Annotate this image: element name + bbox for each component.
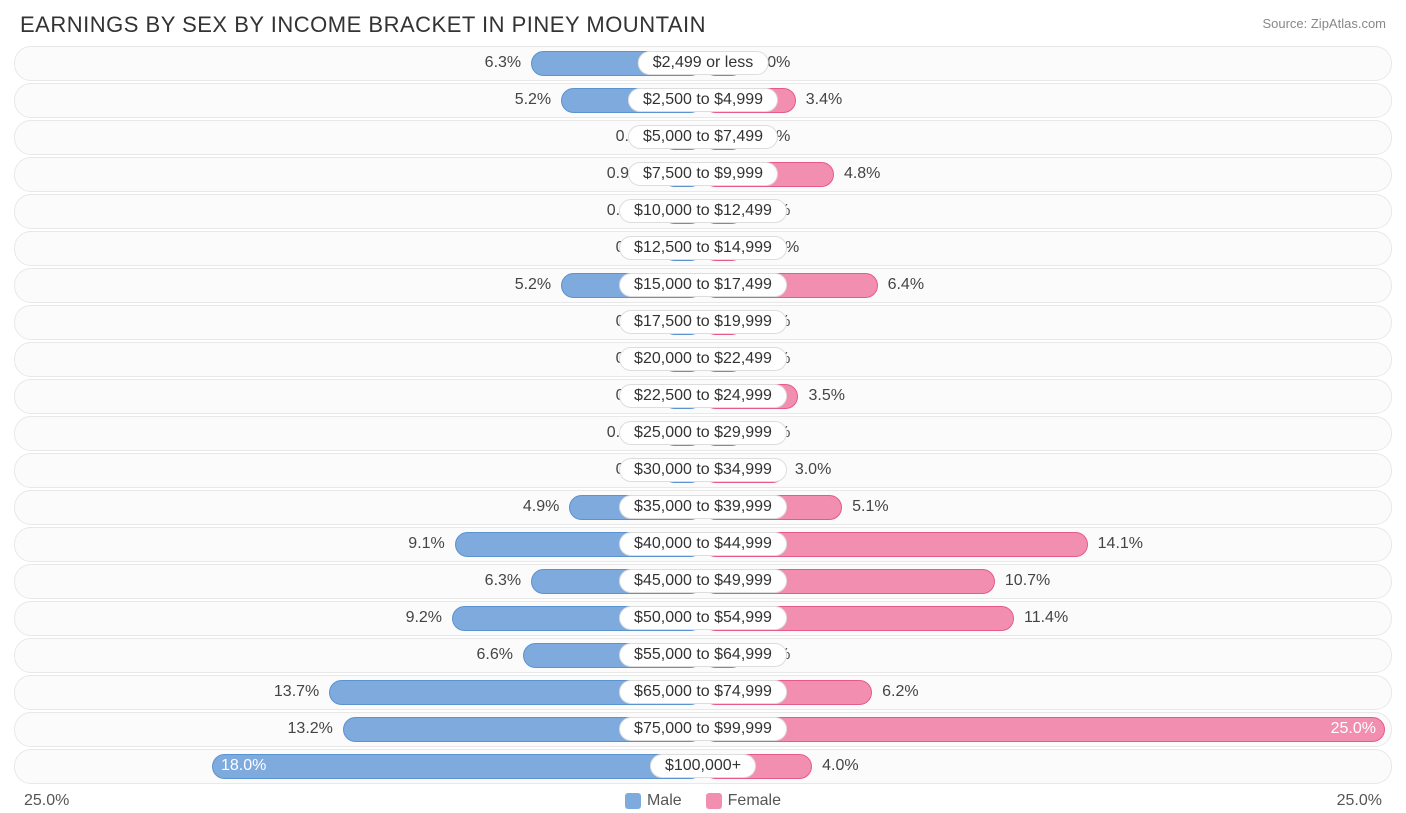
chart-row: 13.2% 25.0% $75,000 to $99,999 <box>14 712 1392 747</box>
bracket-label: $7,500 to $9,999 <box>628 162 778 186</box>
male-bar: 18.0% <box>212 754 703 779</box>
female-pct-label: 10.7% <box>1005 572 1050 590</box>
legend-female: Female <box>706 792 781 810</box>
chart-source: Source: ZipAtlas.com <box>1262 12 1386 31</box>
chart-row: 0.0%3.5%$22,500 to $24,999 <box>14 379 1392 414</box>
bracket-label: $30,000 to $34,999 <box>619 458 787 482</box>
bracket-label: $20,000 to $22,499 <box>619 347 787 371</box>
bracket-label: $2,499 or less <box>638 51 769 75</box>
chart-title: EARNINGS BY SEX BY INCOME BRACKET IN PIN… <box>20 12 706 38</box>
male-pct-label: 13.2% <box>288 720 333 738</box>
female-pct-label: 6.2% <box>882 683 918 701</box>
bracket-label: $100,000+ <box>650 754 756 778</box>
bracket-label: $50,000 to $54,999 <box>619 606 787 630</box>
bracket-label: $35,000 to $39,999 <box>619 495 787 519</box>
bracket-label: $5,000 to $7,499 <box>628 125 778 149</box>
bracket-label: $45,000 to $49,999 <box>619 569 787 593</box>
chart-row: 0.0%0.0%$5,000 to $7,499 <box>14 120 1392 155</box>
male-pct-label: 6.6% <box>476 646 512 664</box>
female-pct-label: 3.5% <box>808 387 844 405</box>
female-pct-label: 14.1% <box>1098 535 1143 553</box>
female-pct-label: 25.0% <box>1331 720 1376 738</box>
bracket-label: $17,500 to $19,999 <box>619 310 787 334</box>
bracket-label: $12,500 to $14,999 <box>619 236 787 260</box>
chart-row: 0.0%0.0%$20,000 to $22,499 <box>14 342 1392 377</box>
female-pct-label: 11.4% <box>1024 609 1068 627</box>
female-pct-label: 5.1% <box>852 498 888 516</box>
bracket-label: $10,000 to $12,499 <box>619 199 787 223</box>
chart-row: 5.2% 3.4% $2,500 to $4,999 <box>14 83 1392 118</box>
chart-row: 4.9% 5.1% $35,000 to $39,999 <box>14 490 1392 525</box>
bracket-label: $15,000 to $17,499 <box>619 273 787 297</box>
female-pct-label: 6.4% <box>888 276 924 294</box>
bracket-label: $75,000 to $99,999 <box>619 717 787 741</box>
legend-female-label: Female <box>728 792 781 810</box>
female-pct-label: 4.8% <box>844 165 880 183</box>
chart-row: 0.0%0.0%$17,500 to $19,999 <box>14 305 1392 340</box>
chart-row: 0.0%3.0%$30,000 to $34,999 <box>14 453 1392 488</box>
chart-row: 0.92%4.8%$7,500 to $9,999 <box>14 157 1392 192</box>
legend-female-swatch <box>706 793 722 809</box>
axis-left-max: 25.0% <box>24 792 69 810</box>
chart-row: 0.0%0.96%$12,500 to $14,999 <box>14 231 1392 266</box>
male-pct-label: 6.3% <box>485 54 521 72</box>
female-pct-label: 3.0% <box>795 461 831 479</box>
male-pct-label: 9.1% <box>408 535 444 553</box>
male-pct-label: 18.0% <box>221 757 266 775</box>
chart-row: 6.6%0.0%$55,000 to $64,999 <box>14 638 1392 673</box>
bracket-label: $55,000 to $64,999 <box>619 643 787 667</box>
legend-male: Male <box>625 792 682 810</box>
chart-row: 6.3%0.0%$2,499 or less <box>14 46 1392 81</box>
male-pct-label: 6.3% <box>485 572 521 590</box>
male-pct-label: 5.2% <box>515 91 551 109</box>
legend: Male Female <box>625 792 781 810</box>
female-bar: 25.0% <box>703 717 1385 742</box>
male-pct-label: 4.9% <box>523 498 559 516</box>
bracket-label: $40,000 to $44,999 <box>619 532 787 556</box>
chart-footer: 25.0% Male Female 25.0% <box>0 786 1406 810</box>
axis-right-max: 25.0% <box>1337 792 1382 810</box>
chart-row: 0.77%0.0%$25,000 to $29,999 <box>14 416 1392 451</box>
male-pct-label: 5.2% <box>515 276 551 294</box>
bracket-label: $25,000 to $29,999 <box>619 421 787 445</box>
male-pct-label: 9.2% <box>406 609 442 627</box>
bracket-label: $2,500 to $4,999 <box>628 88 778 112</box>
female-pct-label: 4.0% <box>822 757 858 775</box>
bracket-label: $22,500 to $24,999 <box>619 384 787 408</box>
chart-row: 13.7% 6.2% $65,000 to $74,999 <box>14 675 1392 710</box>
bracket-label: $65,000 to $74,999 <box>619 680 787 704</box>
chart-row: 0.46%1.4%$10,000 to $12,499 <box>14 194 1392 229</box>
legend-male-label: Male <box>647 792 682 810</box>
chart-row: 18.0% 4.0% $100,000+ <box>14 749 1392 784</box>
chart-row: 9.2% 11.4% $50,000 to $54,999 <box>14 601 1392 636</box>
chart-row: 6.3% 10.7% $45,000 to $49,999 <box>14 564 1392 599</box>
legend-male-swatch <box>625 793 641 809</box>
chart-row: 9.1% 14.1% $40,000 to $44,999 <box>14 527 1392 562</box>
chart-body: 6.3%0.0%$2,499 or less 5.2% 3.4% $2,500 to … <box>0 46 1406 784</box>
chart-header: EARNINGS BY SEX BY INCOME BRACKET IN PIN… <box>0 0 1406 46</box>
male-pct-label: 13.7% <box>274 683 319 701</box>
female-pct-label: 3.4% <box>806 91 842 109</box>
chart-row: 5.2% 6.4% $15,000 to $17,499 <box>14 268 1392 303</box>
